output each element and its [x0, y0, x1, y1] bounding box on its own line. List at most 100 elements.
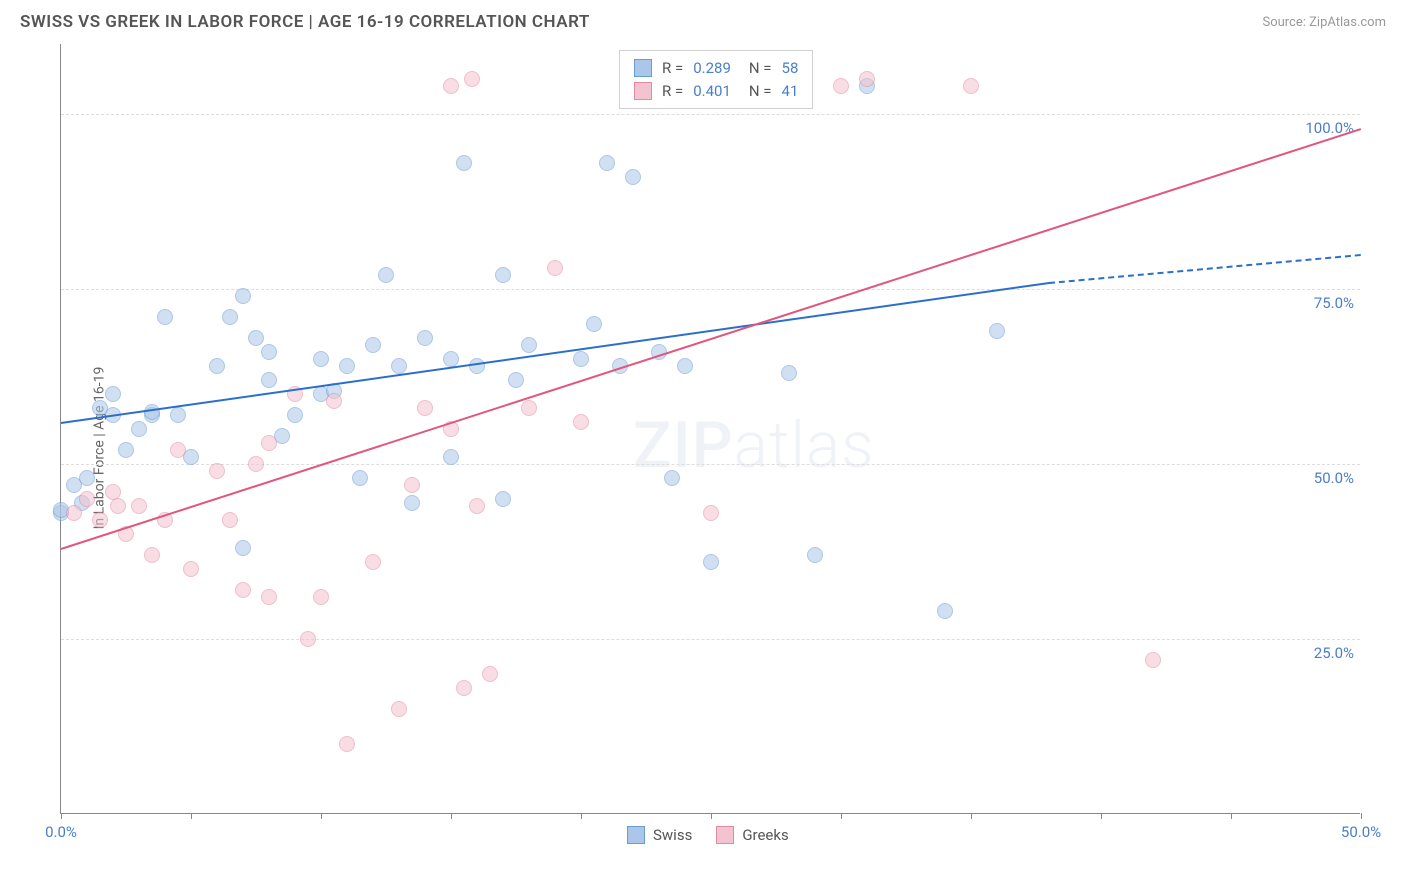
data-point-greeks — [300, 631, 316, 647]
x-tick — [841, 813, 842, 819]
x-tick-label: 50.0% — [1341, 823, 1381, 841]
legend-label: Greeks — [742, 826, 788, 844]
data-point-greeks — [339, 736, 355, 752]
data-point-greeks — [703, 505, 719, 521]
data-point-swiss — [131, 421, 147, 437]
data-point-greeks — [1145, 652, 1161, 668]
stat-n-label: N = — [749, 80, 772, 103]
data-point-greeks — [131, 498, 147, 514]
legend-swatch — [716, 826, 734, 844]
data-point-swiss — [508, 372, 524, 388]
stats-row-swiss: R = 0.289 N = 58 — [634, 57, 798, 80]
y-tick-label: 75.0% — [1314, 294, 1354, 312]
legend-label: Swiss — [653, 826, 692, 844]
data-point-greeks — [365, 554, 381, 570]
stat-r-value: 0.289 — [693, 57, 731, 80]
stats-row-greeks: R = 0.401 N = 41 — [634, 80, 798, 103]
watermark-bold: ZIP — [633, 408, 734, 483]
stat-n-label: N = — [749, 57, 772, 80]
data-point-swiss — [989, 323, 1005, 339]
data-point-swiss — [573, 351, 589, 367]
data-point-swiss — [937, 603, 953, 619]
data-point-greeks — [391, 701, 407, 717]
data-point-greeks — [833, 78, 849, 94]
watermark-thin: atlas — [734, 408, 875, 483]
data-point-swiss — [404, 495, 420, 511]
data-point-swiss — [417, 330, 433, 346]
data-point-swiss — [352, 470, 368, 486]
data-point-greeks — [144, 547, 160, 563]
data-point-greeks — [66, 505, 82, 521]
data-point-greeks — [547, 260, 563, 276]
data-point-greeks — [261, 435, 277, 451]
data-point-greeks — [417, 400, 433, 416]
data-point-swiss — [261, 344, 277, 360]
stats-legend: R = 0.289 N = 58 R = 0.401 N = 41 — [619, 50, 813, 109]
stat-r-label: R = — [662, 80, 683, 103]
data-point-swiss — [664, 470, 680, 486]
chart-container: In Labor Force | Age 16-19 ZIPatlas 25.0… — [10, 44, 1396, 852]
gridline — [61, 639, 1360, 640]
data-point-greeks — [110, 498, 126, 514]
data-point-greeks — [482, 666, 498, 682]
data-point-greeks — [222, 512, 238, 528]
data-point-swiss — [625, 169, 641, 185]
legend-item-swiss: Swiss — [627, 826, 692, 844]
data-point-greeks — [469, 498, 485, 514]
data-point-swiss — [235, 288, 251, 304]
stat-r-value: 0.401 — [693, 80, 731, 103]
data-point-swiss — [157, 309, 173, 325]
data-point-swiss — [105, 386, 121, 402]
data-point-greeks — [183, 561, 199, 577]
data-point-swiss — [495, 491, 511, 507]
scatter-plot: ZIPatlas 25.0%50.0%75.0%100.0%0.0%50.0%R… — [60, 44, 1360, 814]
x-tick — [321, 813, 322, 819]
x-tick — [1101, 813, 1102, 819]
data-point-greeks — [209, 463, 225, 479]
gridline — [61, 114, 1360, 115]
stat-n-value: 58 — [782, 57, 799, 80]
data-point-greeks — [326, 393, 342, 409]
data-point-greeks — [235, 582, 251, 598]
data-point-swiss — [586, 316, 602, 332]
data-point-swiss — [235, 540, 251, 556]
page-title: SWISS VS GREEK IN LABOR FORCE | AGE 16-1… — [20, 12, 590, 32]
x-tick-label: 0.0% — [45, 823, 77, 841]
data-point-swiss — [339, 358, 355, 374]
data-point-swiss — [313, 351, 329, 367]
data-point-swiss — [495, 267, 511, 283]
y-tick-label: 25.0% — [1314, 644, 1354, 662]
data-point-swiss — [456, 155, 472, 171]
legend-swatch — [627, 826, 645, 844]
data-point-swiss — [677, 358, 693, 374]
data-point-swiss — [79, 470, 95, 486]
legend-swatch — [634, 82, 652, 100]
data-point-greeks — [443, 78, 459, 94]
x-tick — [1231, 813, 1232, 819]
data-point-greeks — [170, 442, 186, 458]
legend-item-greeks: Greeks — [716, 826, 788, 844]
x-tick — [711, 813, 712, 819]
source-label: Source: ZipAtlas.com — [1262, 15, 1386, 30]
x-tick — [1361, 813, 1362, 819]
data-point-swiss — [209, 358, 225, 374]
stat-n-value: 41 — [782, 80, 799, 103]
data-point-swiss — [261, 372, 277, 388]
data-point-swiss — [365, 337, 381, 353]
gridline — [61, 289, 1360, 290]
y-tick-label: 50.0% — [1314, 469, 1354, 487]
data-point-swiss — [443, 351, 459, 367]
trendline — [1049, 254, 1361, 284]
data-point-greeks — [261, 589, 277, 605]
data-point-greeks — [79, 491, 95, 507]
x-tick — [451, 813, 452, 819]
data-point-swiss — [807, 547, 823, 563]
data-point-greeks — [859, 71, 875, 87]
stat-r-label: R = — [662, 57, 683, 80]
data-point-swiss — [599, 155, 615, 171]
data-point-greeks — [521, 400, 537, 416]
data-point-swiss — [248, 330, 264, 346]
data-point-greeks — [456, 680, 472, 696]
data-point-swiss — [781, 365, 797, 381]
data-point-swiss — [443, 449, 459, 465]
